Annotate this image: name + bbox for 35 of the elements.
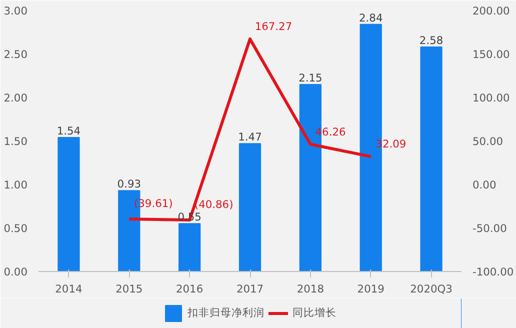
y2-tick-label: -100.00 <box>472 266 514 278</box>
data-label: 0.93 <box>117 178 142 191</box>
data-label: 1.47 <box>238 130 262 144</box>
data-label: 2.15 <box>298 71 322 84</box>
y-tick-label: 0.50 <box>4 222 28 235</box>
legend-label: 扣非归母净利润 <box>188 306 264 320</box>
data-label: 2.84 <box>358 11 383 24</box>
data-label: 2.58 <box>419 34 444 48</box>
x-tick-label: 2018 <box>296 282 324 296</box>
y-tick-label: 3.00 <box>4 4 28 18</box>
x-tick-label: 2016 <box>176 282 204 296</box>
legend-label: 同比增长 <box>292 306 336 320</box>
x-tick-label: 2019 <box>357 282 385 296</box>
data-label: 167.27 <box>254 20 292 33</box>
data-label: 1.54 <box>56 124 81 138</box>
bar <box>178 223 201 272</box>
y-tick-label: 2.00 <box>4 92 28 104</box>
y2-tick-label: 50.00 <box>472 135 504 148</box>
y2-tick-label: 150.00 <box>472 48 510 61</box>
x-tick-label: 2014 <box>55 282 82 296</box>
data-label: (40.86) <box>194 198 234 212</box>
y-tick-label: 1.50 <box>4 135 28 148</box>
bar <box>420 46 442 272</box>
x-tick-label: 2015 <box>116 282 143 296</box>
y2-tick-label: 100.00 <box>472 92 510 104</box>
bar <box>58 137 80 272</box>
y-tick-label: 0.00 <box>4 266 28 278</box>
y-tick-label: 2.50 <box>4 48 28 61</box>
y2-tick-label: 200.00 <box>472 4 510 18</box>
y2-tick-label: 0.00 <box>472 178 496 192</box>
y-tick-label: 1.00 <box>4 178 28 192</box>
y2-tick-label: -50.00 <box>472 222 508 235</box>
x-tick-label: 2017 <box>236 282 264 296</box>
bar <box>238 143 262 272</box>
x-tick-label: 2020Q3 <box>410 282 452 296</box>
